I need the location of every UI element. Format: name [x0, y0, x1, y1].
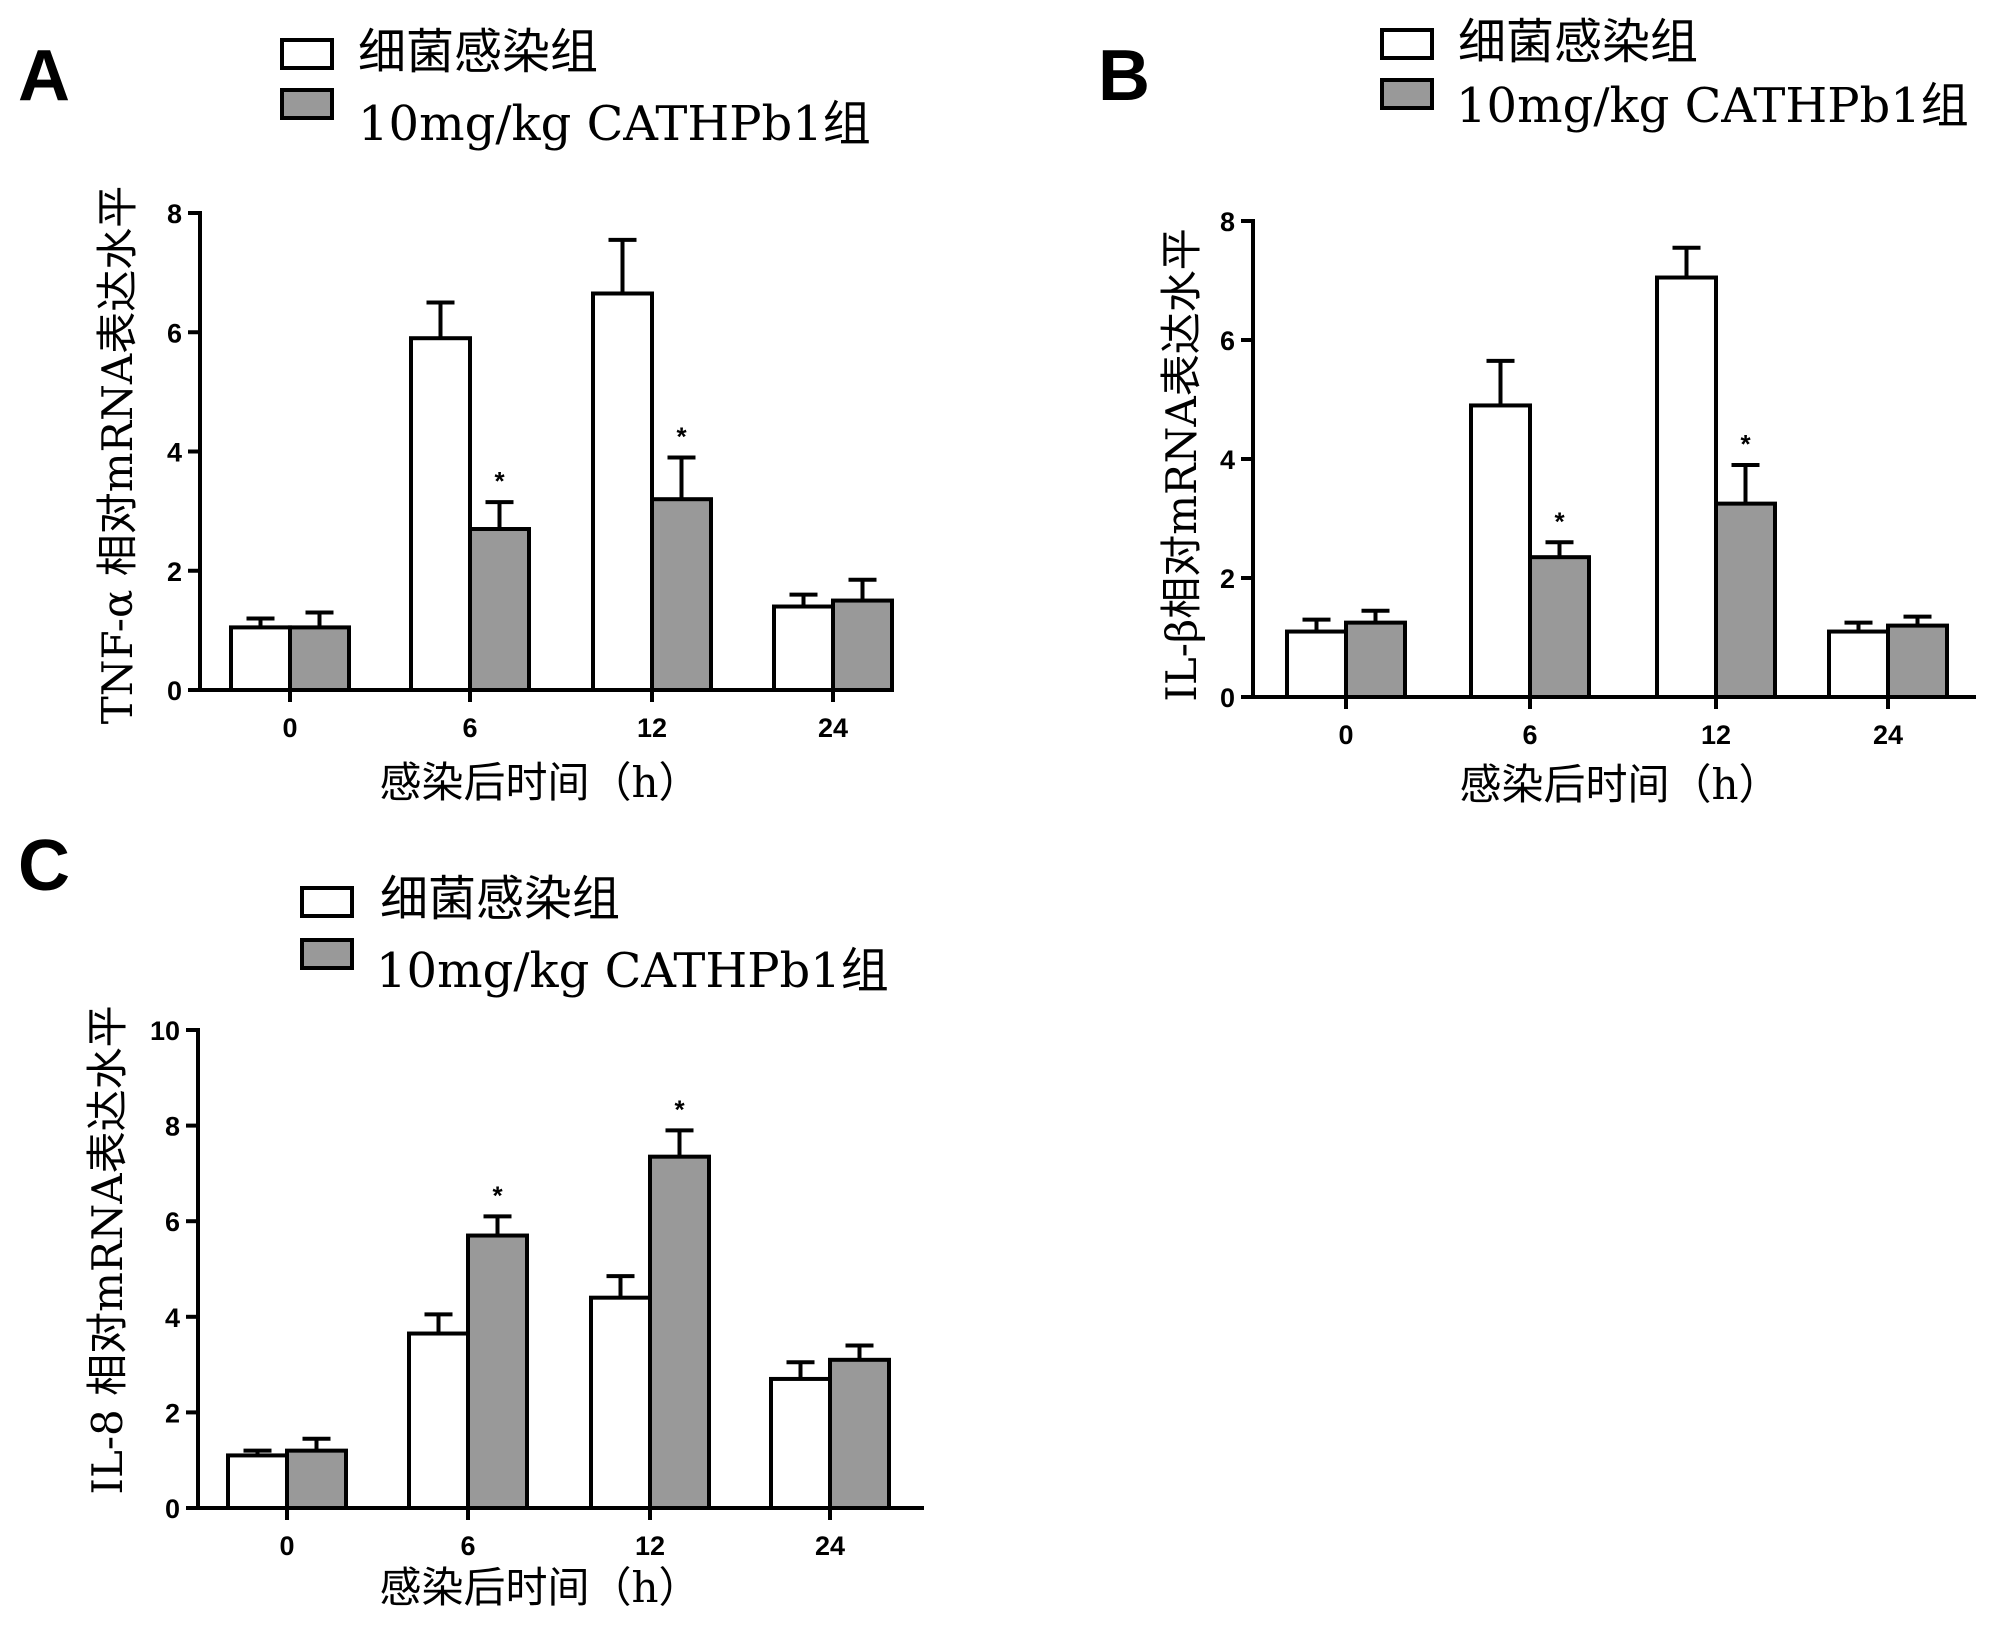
x-tick-label: 6 [1522, 720, 1537, 750]
bar-cathpb1-24h [828, 1357, 891, 1510]
y-axis-label: IL-β相对mRNA表达水平 [1157, 228, 1206, 702]
x-axis-label: 感染后时间（h） [1459, 760, 1780, 809]
significance-star: * [674, 1094, 685, 1124]
significance-star: * [676, 421, 687, 451]
y-tick-label: 6 [1220, 326, 1235, 356]
y-tick-label: 2 [1220, 564, 1235, 594]
legend-swatch-cathpb1 [280, 88, 334, 120]
bar-infection-12h [589, 1295, 652, 1511]
bar-infection-12h [591, 291, 654, 692]
y-tick-label: 2 [167, 557, 182, 587]
y-tick-label: 8 [165, 1112, 180, 1142]
legend: 细菌感染组 10mg/kg CATHPb1组 [1380, 14, 1969, 134]
panel-letter: A [18, 36, 70, 116]
panel-letter: C [18, 826, 70, 906]
y-tick-label: 10 [150, 1016, 180, 1046]
legend-swatch-infection [280, 38, 334, 70]
y-tick-label: 4 [165, 1303, 180, 1333]
bar-infection-24h [772, 604, 835, 693]
bar-cathpb1-0h [288, 625, 351, 692]
bar-infection-0h [229, 625, 292, 692]
x-axis-label: 感染后时间（h） [379, 758, 700, 807]
x-tick-label: 24 [818, 713, 848, 743]
bar-cathpb1-12h [648, 1154, 711, 1511]
y-tick-label: 8 [1220, 207, 1235, 237]
x-tick-label: 0 [282, 713, 297, 743]
panel-letter: B [1098, 36, 1150, 116]
x-tick-label: 12 [1701, 720, 1731, 750]
legend-label-infection: 细菌感染组 [380, 871, 620, 927]
legend-swatch-cathpb1 [300, 938, 354, 970]
bar-cathpb1-6h [1528, 555, 1591, 699]
bar-infection-6h [409, 336, 472, 692]
legend-swatch-cathpb1 [1380, 78, 1434, 110]
y-tick-label: 6 [165, 1207, 180, 1237]
bar-cathpb1-6h [468, 527, 531, 693]
y-tick-label: 0 [167, 676, 182, 706]
y-tick-label: 0 [1220, 683, 1235, 713]
x-tick-label: 6 [460, 1531, 475, 1561]
legend: 细菌感染组 10mg/kg CATHPb1组 [300, 871, 889, 999]
y-axis-label: TNF-α 相对mRNA表达水平 [93, 186, 142, 724]
y-tick-label: 2 [165, 1398, 180, 1428]
x-tick-label: 12 [637, 713, 667, 743]
bar-cathpb1-12h [1714, 501, 1777, 699]
y-tick-label: 0 [165, 1494, 180, 1524]
bar-cathpb1-24h [831, 598, 894, 692]
legend-label-cathpb1: 10mg/kg CATHPb1组 [358, 96, 871, 152]
x-tick-label: 24 [1873, 720, 1903, 750]
significance-star: * [494, 466, 505, 496]
legend-label-infection: 细菌感染组 [1458, 14, 1698, 70]
significance-star: * [1554, 506, 1565, 536]
legend: 细菌感染组 10mg/kg CATHPb1组 [280, 24, 871, 152]
bar-cathpb1-24h [1886, 623, 1949, 699]
bar-infection-6h [1469, 403, 1532, 699]
legend-label-infection: 细菌感染组 [358, 24, 598, 80]
legend-swatch-infection [1380, 28, 1434, 60]
legend-swatch-infection [300, 886, 354, 918]
legend-label-cathpb1: 10mg/kg CATHPb1组 [376, 943, 889, 999]
bar-cathpb1-0h [1344, 620, 1407, 699]
bar-infection-0h [226, 1453, 289, 1511]
y-tick-label: 6 [167, 318, 182, 348]
x-tick-label: 6 [462, 713, 477, 743]
bar-cathpb1-0h [285, 1448, 348, 1511]
significance-star: * [1740, 429, 1751, 459]
y-tick-label: 4 [167, 438, 182, 468]
bar-infection-24h [1827, 629, 1890, 699]
x-tick-label: 12 [635, 1531, 665, 1561]
bar-infection-12h [1655, 275, 1718, 699]
significance-star: * [492, 1180, 503, 1210]
x-tick-label: 0 [1338, 720, 1353, 750]
bar-infection-6h [407, 1331, 470, 1511]
y-axis-label: IL-8 相对mRNA表达水平 [83, 1005, 132, 1494]
y-tick-label: 4 [1220, 445, 1235, 475]
bar-cathpb1-12h [650, 497, 713, 693]
x-tick-label: 24 [815, 1531, 845, 1561]
x-axis-label: 感染后时间（h） [379, 1563, 700, 1612]
legend-label-cathpb1: 10mg/kg CATHPb1组 [1456, 78, 1969, 134]
bar-infection-0h [1285, 629, 1348, 699]
bar-cathpb1-6h [466, 1233, 529, 1511]
y-tick-label: 8 [167, 199, 182, 229]
x-tick-label: 0 [279, 1531, 294, 1561]
bar-infection-24h [769, 1376, 832, 1510]
